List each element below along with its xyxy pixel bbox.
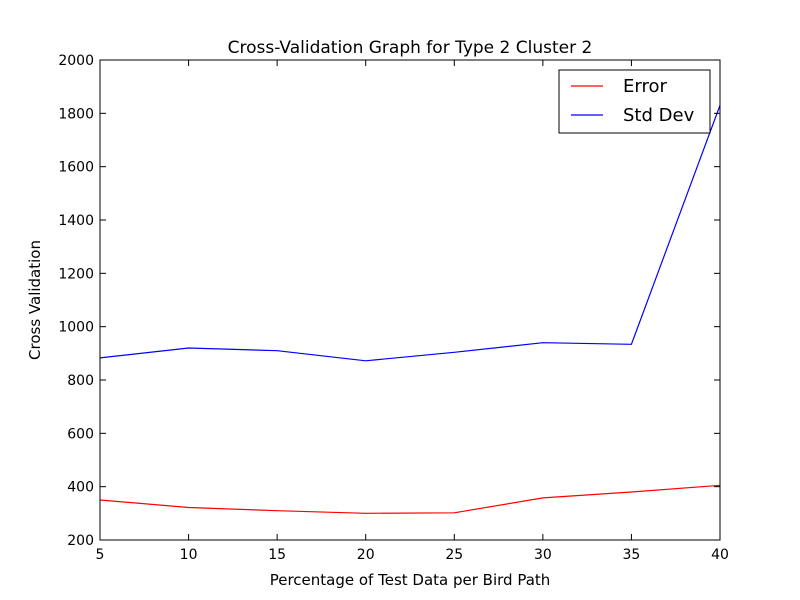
chart-title: Cross-Validation Graph for Type 2 Cluste…: [228, 38, 593, 58]
plot-lines: [99, 105, 721, 514]
y-tick-label: 1800: [58, 106, 94, 122]
y-tick-label: 2000: [58, 53, 94, 69]
y-tick-labels: 200 400 600 800 1000 1200 1400 1600 1800 2000: [58, 53, 94, 549]
y-tick-label: 1600: [58, 160, 94, 176]
y-tick-label: 800: [67, 373, 94, 389]
series-line-std-dev: [99, 105, 721, 362]
axis-ticks: [99, 59, 721, 541]
x-tick-label: 40: [711, 547, 729, 563]
legend-label: Error: [623, 76, 667, 97]
x-tick-label: 15: [268, 547, 286, 563]
plot-area-frame: [99, 59, 721, 541]
x-tick-label: 10: [180, 547, 198, 563]
legend-label: Std Dev: [623, 105, 695, 126]
x-tick-label: 35: [623, 547, 641, 563]
y-tick-label: 1000: [58, 320, 94, 336]
x-tick-label: 20: [357, 547, 375, 563]
y-tick-label: 200: [67, 533, 94, 549]
legend: Error Std Dev: [558, 69, 711, 134]
y-tick-label: 400: [67, 480, 94, 496]
y-tick-label: 600: [67, 426, 94, 442]
y-tick-label: 1200: [58, 266, 94, 282]
x-tick-labels: 5 10 15 20 25 30 35 40: [96, 547, 729, 563]
x-tick-label: 30: [534, 547, 552, 563]
series-line-error: [99, 484, 721, 514]
x-axis-label: Percentage of Test Data per Bird Path: [270, 571, 551, 589]
x-tick-label: 25: [445, 547, 463, 563]
x-tick-label: 5: [96, 547, 105, 563]
legend-box: [558, 69, 711, 134]
y-axis-label: Cross Validation: [26, 240, 44, 360]
y-tick-label: 1400: [58, 213, 94, 229]
